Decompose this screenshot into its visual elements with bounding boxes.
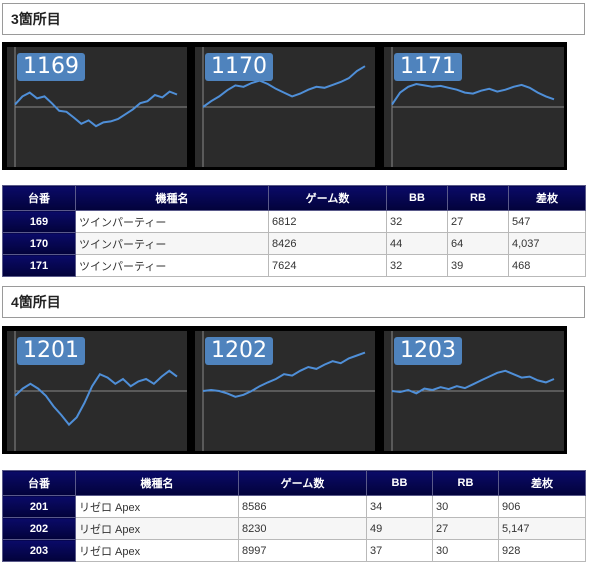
table-row: 203 リゼロ Apex 8997 37 30 928 [2, 539, 586, 562]
difference-cell: 4,037 [508, 232, 586, 255]
graph-svg [391, 331, 564, 451]
graph-svg [14, 47, 187, 167]
game-count-cell: 7624 [268, 254, 387, 277]
slump-line [391, 82, 555, 106]
column-header-model-name: 機種名 [75, 185, 269, 211]
machine-number-badge: 1169 [17, 53, 85, 81]
table-row: 201 リゼロ Apex 8586 34 30 906 [2, 495, 586, 518]
slump-graph-1170[interactable]: 1170 [195, 47, 375, 167]
model-name-cell: ツインパーティー [75, 232, 269, 255]
graph-row: 1169 1170 1171 [2, 42, 567, 170]
table-row: 202 リゼロ Apex 8230 49 27 5,147 [2, 517, 586, 540]
machine-number-badge: 1170 [205, 53, 273, 81]
rb-cell: 30 [432, 495, 499, 518]
column-header-bb: BB [386, 185, 448, 211]
game-count-cell: 6812 [268, 210, 387, 233]
bb-cell: 44 [386, 232, 448, 255]
column-header-game-count: ゲーム数 [238, 470, 367, 496]
slump-line [391, 369, 555, 395]
machine-number-cell[interactable]: 170 [2, 232, 76, 255]
model-name-cell: リゼロ Apex [75, 517, 239, 540]
table-header-row: 台番 機種名 ゲーム数 BB RB 差枚 [2, 470, 586, 496]
model-name-cell: ツインパーティー [75, 210, 269, 233]
game-count-cell: 8426 [268, 232, 387, 255]
rb-cell: 64 [447, 232, 509, 255]
table-header-row: 台番 機種名 ゲーム数 BB RB 差枚 [2, 185, 586, 211]
difference-cell: 906 [498, 495, 586, 518]
machine-number-cell[interactable]: 171 [2, 254, 76, 277]
slump-line [202, 65, 366, 108]
slump-graph-1169[interactable]: 1169 [7, 47, 187, 167]
bb-cell: 34 [366, 495, 433, 518]
slump-line [14, 90, 178, 128]
rb-cell: 27 [447, 210, 509, 233]
bb-cell: 32 [386, 210, 448, 233]
slump-line [202, 351, 366, 398]
model-name-cell: リゼロ Apex [75, 539, 239, 562]
slump-graph-1201[interactable]: 1201 [7, 331, 187, 451]
slump-line [14, 369, 178, 427]
column-header-difference: 差枚 [498, 470, 586, 496]
machine-number-badge: 1203 [394, 337, 462, 365]
machine-number-badge: 1171 [394, 53, 462, 81]
column-header-difference: 差枚 [508, 185, 586, 211]
difference-cell: 5,147 [498, 517, 586, 540]
machine-number-cell[interactable]: 169 [2, 210, 76, 233]
rb-cell: 30 [432, 539, 499, 562]
model-name-cell: リゼロ Apex [75, 495, 239, 518]
difference-cell: 468 [508, 254, 586, 277]
table-row: 171 ツインパーティー 7624 32 39 468 [2, 254, 586, 277]
graph-row: 1201 1202 1203 [2, 326, 567, 454]
difference-cell: 928 [498, 539, 586, 562]
section-title: 4箇所目 [2, 286, 585, 318]
rb-cell: 27 [432, 517, 499, 540]
slump-graph-1171[interactable]: 1171 [384, 47, 564, 167]
machine-number-cell[interactable]: 202 [2, 517, 76, 540]
column-header-rb: RB [432, 470, 499, 496]
bb-cell: 37 [366, 539, 433, 562]
rb-cell: 39 [447, 254, 509, 277]
machine-data-table: 台番 機種名 ゲーム数 BB RB 差枚 201 リゼロ Apex 8586 3… [2, 470, 586, 562]
game-count-cell: 8586 [238, 495, 367, 518]
graph-svg [14, 331, 187, 451]
machine-number-badge: 1202 [205, 337, 273, 365]
section-title: 3箇所目 [2, 3, 585, 35]
bb-cell: 49 [366, 517, 433, 540]
machine-number-badge: 1201 [17, 337, 85, 365]
column-header-machine-number: 台番 [2, 185, 76, 211]
bb-cell: 32 [386, 254, 448, 277]
column-header-model-name: 機種名 [75, 470, 239, 496]
table-row: 169 ツインパーティー 6812 32 27 547 [2, 210, 586, 233]
model-name-cell: ツインパーティー [75, 254, 269, 277]
machine-number-cell[interactable]: 201 [2, 495, 76, 518]
graph-svg [202, 47, 375, 167]
game-count-cell: 8997 [238, 539, 367, 562]
table-row: 170 ツインパーティー 8426 44 64 4,037 [2, 232, 586, 255]
column-header-machine-number: 台番 [2, 470, 76, 496]
machine-data-table: 台番 機種名 ゲーム数 BB RB 差枚 169 ツインパーティー 6812 3… [2, 185, 586, 277]
graph-svg [391, 47, 564, 167]
column-header-rb: RB [447, 185, 509, 211]
graph-svg [202, 331, 375, 451]
column-header-bb: BB [366, 470, 433, 496]
slump-graph-1203[interactable]: 1203 [384, 331, 564, 451]
game-count-cell: 8230 [238, 517, 367, 540]
machine-number-cell[interactable]: 203 [2, 539, 76, 562]
difference-cell: 547 [508, 210, 586, 233]
slump-graph-1202[interactable]: 1202 [195, 331, 375, 451]
column-header-game-count: ゲーム数 [268, 185, 387, 211]
